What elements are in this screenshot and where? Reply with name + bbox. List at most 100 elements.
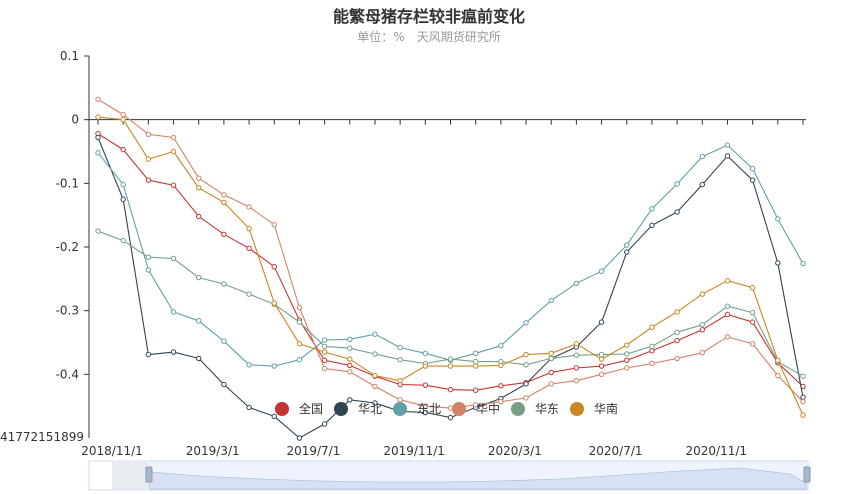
data-point — [472, 358, 479, 365]
data-point — [170, 134, 177, 141]
x-tick-label: 2019/11/1 — [383, 444, 445, 458]
data-point — [422, 363, 429, 369]
legend-item[interactable]: 华北 — [334, 402, 382, 416]
data-point — [347, 369, 353, 375]
data-point — [775, 357, 781, 364]
data-point — [598, 268, 605, 274]
data-point — [498, 342, 504, 349]
zoom-mini-area — [148, 467, 807, 490]
data-point — [246, 225, 252, 232]
data-point — [422, 382, 429, 388]
data-point — [347, 336, 353, 343]
data-point — [120, 146, 126, 153]
data-point — [749, 309, 756, 316]
data-point — [95, 114, 101, 120]
series-group — [95, 228, 806, 379]
data-point — [221, 281, 227, 287]
data-point — [523, 381, 529, 387]
data-point — [145, 267, 152, 273]
data-point — [120, 116, 126, 123]
data-point — [775, 216, 781, 222]
data-point — [624, 351, 630, 357]
data-point — [271, 363, 277, 369]
data-point — [624, 249, 630, 255]
series-group — [95, 134, 806, 441]
data-point — [573, 365, 580, 371]
legend-label: 华东 — [535, 402, 559, 416]
zoom-unselected-area — [112, 462, 148, 489]
zoom-left-handle[interactable] — [145, 466, 153, 483]
stray-number-label: 41772151899 — [0, 430, 84, 444]
data-point — [699, 291, 705, 297]
data-point — [624, 242, 630, 248]
legend-item[interactable]: 全国 — [275, 401, 323, 416]
data-point — [472, 350, 479, 357]
data-point — [347, 362, 353, 369]
data-point — [95, 228, 101, 234]
y-tick-label: -0.1 — [56, 176, 79, 190]
data-point — [674, 309, 680, 315]
data-point — [800, 399, 806, 405]
data-zoom-slider[interactable] — [88, 460, 811, 491]
data-point — [170, 309, 177, 315]
data-point — [548, 355, 554, 362]
data-point — [246, 245, 252, 251]
data-point — [775, 372, 781, 379]
data-point — [624, 342, 630, 348]
data-point — [372, 400, 378, 406]
legend[interactable]: 全国 华北 东北 华中 华东 华南 — [275, 401, 618, 416]
data-point — [498, 399, 504, 405]
data-point — [347, 345, 353, 351]
data-point — [145, 177, 152, 183]
data-point — [800, 373, 806, 379]
data-point — [372, 351, 378, 357]
data-point — [598, 363, 605, 369]
data-point — [196, 355, 202, 362]
legend-item[interactable]: 华中 — [452, 401, 500, 416]
series-group — [95, 96, 806, 411]
data-point — [699, 321, 705, 328]
legend-label: 华南 — [594, 401, 618, 416]
data-point — [271, 222, 277, 228]
data-point — [347, 397, 353, 403]
data-point — [598, 351, 605, 358]
data-point — [749, 341, 756, 347]
legend-item[interactable]: 华东 — [511, 402, 559, 416]
data-point — [271, 300, 277, 306]
data-point — [548, 350, 554, 357]
y-tick-label: 0 — [71, 113, 79, 127]
data-point — [296, 304, 303, 311]
data-point — [749, 177, 756, 183]
series-lines — [95, 96, 806, 441]
data-point — [573, 341, 580, 347]
series-line — [97, 133, 804, 391]
data-point — [296, 435, 303, 441]
data-point — [296, 341, 303, 347]
data-point — [170, 349, 177, 355]
zoom-selected-window[interactable] — [149, 461, 808, 490]
data-point — [749, 319, 756, 325]
data-point — [649, 343, 655, 350]
data-point — [624, 357, 630, 364]
data-point — [397, 378, 403, 384]
data-point — [196, 213, 202, 220]
data-point — [573, 280, 580, 286]
legend-item[interactable]: 华南 — [570, 401, 618, 416]
legend-item[interactable]: 东北 — [393, 402, 441, 416]
data-point — [674, 355, 680, 362]
data-point — [196, 175, 202, 181]
data-point — [447, 414, 454, 421]
zoom-right-handle[interactable] — [803, 466, 811, 483]
data-point — [120, 111, 126, 118]
data-point — [598, 319, 605, 325]
data-point — [246, 404, 252, 411]
data-point — [271, 264, 277, 270]
axes: 0.1 0 -0.1 -0.2 -0.3 -0.4 2018/11/1 2019/3/1 201… — [56, 49, 806, 458]
legend-label: 华北 — [358, 402, 382, 416]
data-point — [246, 362, 252, 368]
legend-label: 华中 — [476, 401, 500, 416]
data-point — [498, 383, 504, 389]
data-point — [699, 181, 705, 188]
data-point — [498, 362, 504, 369]
